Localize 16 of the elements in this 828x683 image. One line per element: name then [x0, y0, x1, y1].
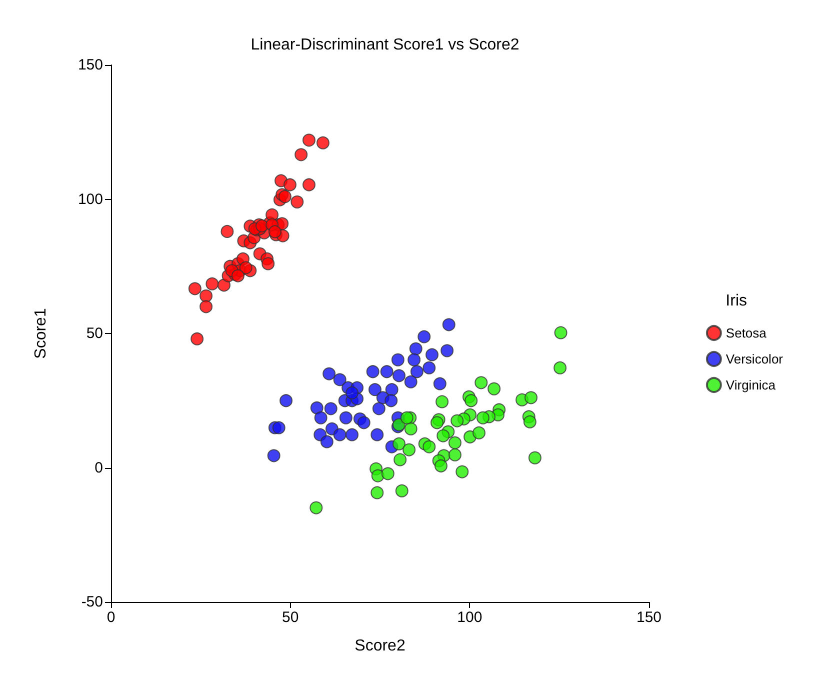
legend-title: Iris: [726, 292, 747, 310]
x-tick-label: 100: [457, 609, 482, 626]
y-tick-label: 0: [94, 459, 103, 476]
y-axis-title: Score1: [32, 308, 50, 359]
x-tick-label: 0: [106, 609, 116, 626]
legend-label: Versicolor: [726, 352, 784, 366]
legend-label: Virginica: [726, 378, 776, 392]
y-tick-label: -50: [81, 594, 103, 610]
chart-title: Linear-Discriminant Score1 vs Score2: [250, 36, 520, 54]
x-tick-label: 150: [636, 609, 662, 626]
x-axis-title: Score2: [354, 638, 406, 654]
x-tick-label: 50: [282, 609, 299, 626]
y-tick-label: 50: [86, 325, 103, 342]
y-tick-label: 100: [78, 190, 103, 208]
y-tick-label: 150: [78, 56, 103, 74]
legend-label: Setosa: [726, 326, 768, 340]
